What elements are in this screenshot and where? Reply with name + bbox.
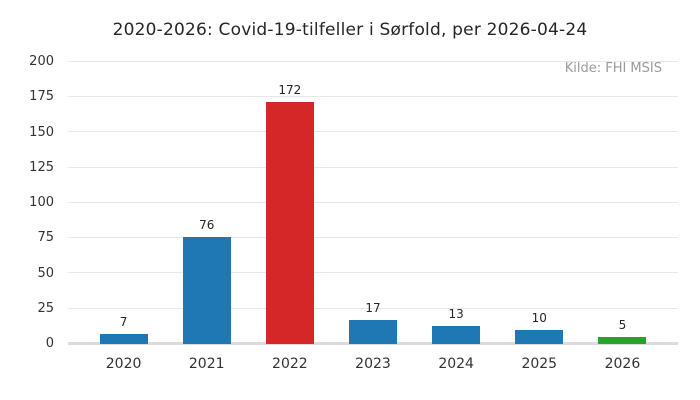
y-axis-tick-labels: 0 25 50 75 100 125 150 175 200: [0, 54, 54, 351]
y-tick-label-100: 100: [29, 195, 54, 210]
bar-2022: [265, 101, 314, 344]
gridline-50: [68, 272, 678, 273]
chart-title: 2020-2026: Covid-19-tilfeller i Sørfold,…: [112, 20, 588, 40]
gridline-100: [68, 202, 678, 203]
bar-series: 7 76 172 17 13 10 5: [82, 62, 664, 344]
y-tick-label-150: 150: [29, 124, 54, 140]
y-tick-label-50: 50: [37, 265, 54, 281]
x-tick-label-2023: 2023: [355, 356, 391, 372]
x-tick-label-2021: 2021: [188, 356, 225, 372]
bar-group-2024: 13: [415, 62, 498, 344]
bar-group-2021: 76: [165, 62, 248, 344]
gridline-75: [68, 237, 678, 238]
y-tick-label-125: 125: [29, 159, 54, 175]
bar-group-2022: 172: [248, 62, 331, 344]
x-tick-label-2022: 2022: [272, 356, 308, 372]
y-tick-label-175: 175: [29, 89, 54, 105]
gridline-200: [68, 61, 678, 62]
y-tick-label-0: 0: [45, 336, 54, 351]
value-label-2020: 7: [119, 315, 128, 330]
gridline-150: [68, 131, 678, 132]
x-tick-label-2020: 2020: [105, 356, 142, 372]
plot-area: 7 76 172 17 13 10 5: [68, 61, 678, 345]
y-tick-label-25: 25: [37, 300, 54, 316]
bar-group-2025: 10: [498, 62, 581, 344]
bar-2020: [99, 334, 148, 344]
value-label-2023: 17: [365, 301, 381, 315]
bar-group-2023: 17: [331, 62, 414, 344]
x-tick-label-2024: 2024: [438, 356, 474, 372]
bar-group-2026: 5: [581, 62, 664, 344]
value-label-2022: 172: [278, 82, 302, 97]
x-tick-label-2025: 2025: [521, 356, 558, 372]
value-label-2024: 13: [448, 306, 464, 321]
value-label-2026: 5: [618, 317, 627, 332]
bar-group-2020: 7: [82, 62, 165, 344]
gridline-175: [68, 96, 678, 97]
bar-2026: [598, 336, 647, 344]
bar-2025: [515, 329, 564, 344]
source-attribution: Kilde: FHI MSIS: [564, 61, 662, 76]
gridline-125: [68, 167, 678, 168]
bar-2023: [348, 320, 397, 344]
x-axis-tick-labels: 2020 2021 2022 2023 2024 2025 2026: [82, 356, 664, 372]
bar-2021: [182, 236, 231, 344]
y-tick-label-75: 75: [37, 230, 54, 246]
value-label-2021: 76: [199, 217, 215, 232]
value-label-2025: 10: [531, 310, 547, 325]
y-tick-label-200: 200: [29, 54, 54, 69]
x-tick-label-2026: 2026: [604, 356, 641, 372]
bar-2024: [432, 325, 481, 344]
gridline-25: [68, 308, 678, 309]
